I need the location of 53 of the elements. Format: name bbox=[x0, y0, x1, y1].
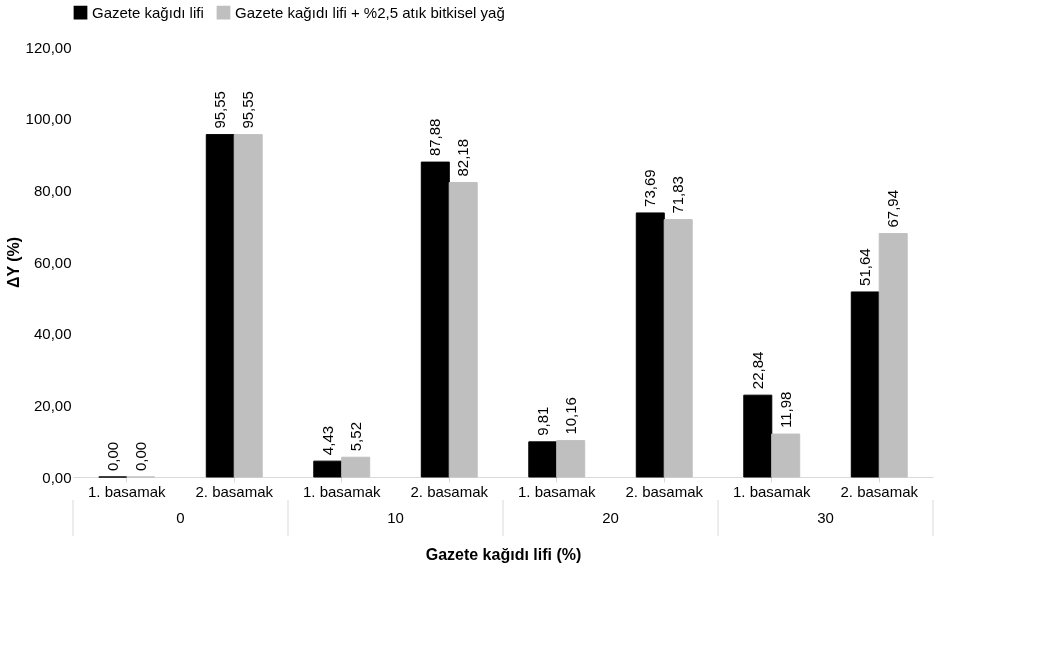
data-label: 22,84 bbox=[748, 351, 766, 390]
x-tick-label: 1. basamak bbox=[732, 482, 812, 500]
text: 30 bbox=[817, 509, 834, 526]
data-label: 11,98 bbox=[776, 391, 794, 429]
bar bbox=[635, 212, 665, 478]
x-tick-label: 1. basamak bbox=[87, 482, 167, 500]
x-tick-label: 1. basamak bbox=[302, 482, 382, 500]
data-label: 67,94 bbox=[884, 190, 902, 228]
text: 20 bbox=[602, 509, 619, 526]
data-label: 71,83 bbox=[669, 176, 687, 214]
bar bbox=[420, 161, 450, 478]
data-label: 87,88 bbox=[426, 118, 444, 157]
y-tick-label: 100,00 bbox=[25, 110, 72, 128]
data-label: 73,69 bbox=[641, 169, 659, 207]
bar bbox=[850, 291, 880, 478]
legend-label: Gazete kağıdı lifi + %2,5 atık bitkisel yağ bbox=[235, 3, 505, 21]
x-axis-title: Gazete kağıdı lifi (%) bbox=[425, 545, 582, 563]
data-label: 10,16 bbox=[561, 397, 579, 435]
data-label: 82,18 bbox=[454, 138, 472, 177]
x-tick-label: 1. basamak bbox=[517, 482, 597, 500]
bar bbox=[663, 219, 693, 478]
y-axis-title: ΔY (%) bbox=[4, 236, 22, 289]
data-label: 95,55 bbox=[211, 91, 229, 129]
bar bbox=[528, 441, 558, 478]
text: 10 bbox=[387, 509, 404, 526]
bar bbox=[743, 394, 773, 478]
y-tick-label: 60,00 bbox=[33, 253, 72, 271]
bar bbox=[878, 233, 908, 478]
data-label: 95,55 bbox=[239, 91, 257, 129]
data-label: 5,52 bbox=[346, 422, 364, 452]
y-tick-label: 20,00 bbox=[33, 396, 72, 414]
y-tick-label: 80,00 bbox=[33, 181, 72, 199]
bar bbox=[341, 456, 371, 478]
data-label: 4,43 bbox=[318, 425, 336, 456]
data-label: 51,64 bbox=[856, 248, 874, 286]
bar bbox=[205, 134, 235, 478]
x-tick-label: 2. basamak bbox=[410, 482, 489, 500]
y-tick-label: 40,00 bbox=[33, 325, 72, 343]
legend-label: Gazete kağıdı lifi bbox=[92, 3, 204, 21]
bar bbox=[556, 440, 586, 478]
x-tick-label: 2. basamak bbox=[625, 482, 704, 500]
y-tick-label: 120,00 bbox=[25, 38, 72, 56]
x-tick-label: 2. basamak bbox=[840, 482, 919, 500]
data-label: 0,00 bbox=[131, 441, 149, 471]
bar bbox=[448, 182, 478, 478]
x-tick-label: 2. basamak bbox=[195, 482, 274, 500]
y-tick-label: 0,00 bbox=[42, 468, 72, 486]
bar bbox=[771, 433, 801, 478]
bar bbox=[233, 134, 263, 478]
data-label: 9,81 bbox=[533, 406, 551, 436]
bar bbox=[313, 460, 343, 478]
text: 0 bbox=[176, 509, 185, 526]
data-label: 0,00 bbox=[103, 441, 121, 471]
